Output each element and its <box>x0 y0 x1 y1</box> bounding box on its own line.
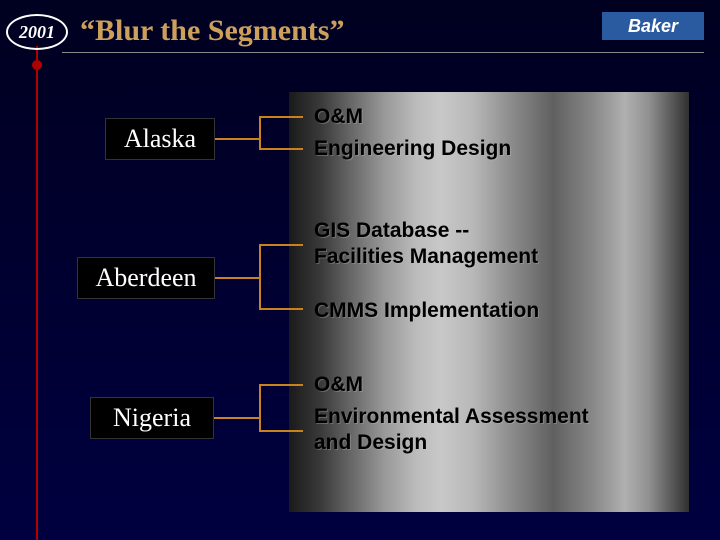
segment-box-nigeria: Nigeria <box>90 397 214 439</box>
timeline-line <box>36 46 38 540</box>
slide-title: “Blur the Segments” <box>80 14 344 48</box>
connector-stub-aberdeen <box>215 277 259 279</box>
detail-item-gis: GIS Database --Facilities Management <box>314 218 538 271</box>
year-badge: 2001 <box>6 14 68 50</box>
detail-item-om2: O&M <box>314 372 363 398</box>
connector-bracket-nigeria <box>259 384 303 432</box>
segment-box-alaska: Alaska <box>105 118 215 160</box>
connector-stub-nigeria <box>214 417 259 419</box>
brand-logo: Baker <box>602 12 704 40</box>
detail-item-om1: O&M <box>314 104 363 130</box>
connector-bracket-aberdeen <box>259 244 303 310</box>
segment-box-aberdeen: Aberdeen <box>77 257 215 299</box>
connector-bracket-alaska <box>259 116 303 150</box>
connector-stub-alaska <box>215 138 259 140</box>
detail-item-env: Environmental Assessmentand Design <box>314 404 589 457</box>
timeline-dot <box>32 60 42 70</box>
detail-item-eng: Engineering Design <box>314 136 511 162</box>
title-underline <box>62 52 704 53</box>
detail-item-cmms: CMMS Implementation <box>314 298 539 324</box>
